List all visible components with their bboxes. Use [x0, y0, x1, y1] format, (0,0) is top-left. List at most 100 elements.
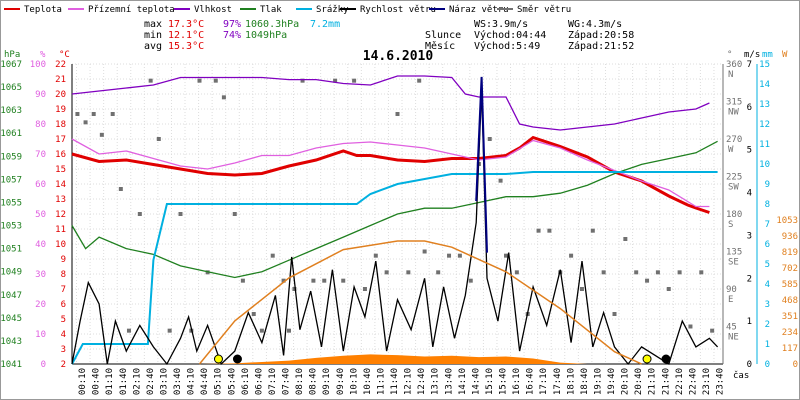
tick-pct: 30 — [35, 270, 46, 280]
tick-x: 02:10 — [132, 368, 142, 395]
tick-x: 02:40 — [146, 368, 156, 395]
wind-dir-point — [287, 328, 291, 333]
legend: Teplota Přízemní teplota Vlhkost Tlak Srážky… — [4, 5, 571, 15]
wind-dir-point — [83, 120, 88, 125]
wind-dir-point — [536, 228, 541, 233]
tick-w: 117 — [782, 344, 798, 354]
tick-w: 702 — [782, 264, 798, 274]
stats-min-label: min — [144, 30, 162, 41]
wind-dir-point — [547, 228, 552, 233]
unit-hpa: hPa — [4, 50, 20, 60]
tick-celsius: 10 — [55, 240, 66, 250]
axis-unit-headers: hPa % °C ° m/s mm W — [4, 50, 788, 60]
tick-compass: E — [728, 295, 733, 305]
tick-celsius: 14 — [55, 180, 66, 190]
wind-dir-point — [373, 253, 378, 258]
tick-celsius: 4 — [61, 330, 66, 340]
wind-dir-point — [281, 278, 286, 283]
stats-sun-label: Slunce — [425, 30, 461, 41]
wind-dir-point — [197, 78, 202, 83]
tick-x: 20:10 — [621, 368, 631, 395]
wind-dir-point — [99, 132, 104, 137]
tick-x: 05:10 — [214, 368, 224, 395]
tick-pct: 20 — [35, 300, 46, 310]
tick-ms: 4 — [747, 189, 752, 199]
tick-celsius: 11 — [55, 225, 66, 235]
legend-label-prizemni_teplota: Přízemní teplota — [88, 5, 175, 15]
series-naraz_vetru — [475, 76, 488, 253]
tick-ms: 7 — [747, 60, 752, 70]
tick-x: 11:40 — [390, 368, 400, 395]
tick-mm: 10 — [759, 160, 770, 170]
tick-x: 16:40 — [526, 368, 536, 395]
tick-ms: 2 — [747, 274, 752, 284]
tick-mm: 3 — [765, 300, 770, 310]
wind-dir-point — [699, 270, 704, 275]
tick-celsius: 22 — [55, 60, 66, 70]
tick-celsius: 20 — [55, 90, 66, 100]
series-prizemni_teplota — [71, 138, 710, 208]
tick-pct: 70 — [35, 150, 46, 160]
wind-dir-point — [110, 112, 115, 116]
tick-x: 15:10 — [485, 368, 495, 395]
tick-mm: 15 — [759, 60, 770, 70]
tick-compass: NE — [728, 333, 739, 343]
wind-dir-point — [395, 112, 400, 116]
tick-w: 468 — [782, 296, 798, 306]
wind-dir-point — [333, 78, 338, 83]
wind-dir-point — [156, 137, 161, 141]
wind-dir-point — [612, 312, 617, 316]
tick-hpa: 1049 — [0, 268, 22, 278]
tick-mm: 0 — [765, 360, 770, 370]
tick-mm: 8 — [765, 200, 770, 210]
tick-w: 234 — [782, 328, 798, 338]
tick-x: 10:10 — [349, 368, 359, 395]
tick-deg: 45 — [726, 323, 737, 333]
wind-dir-point — [457, 253, 462, 258]
series-rychlost_vetru — [71, 89, 719, 366]
tick-x: 22:10 — [675, 368, 685, 395]
wind-dir-point — [569, 253, 574, 258]
tick-x: 18:40 — [580, 368, 590, 395]
tick-deg: 270 — [726, 135, 742, 145]
tick-mm: 11 — [759, 140, 770, 150]
stats-moon-rise: Východ:5:49 — [474, 40, 540, 52]
wind-dir-point — [292, 287, 297, 291]
wind-dir-point — [655, 270, 660, 275]
tick-x: 23:40 — [716, 368, 726, 395]
tick-celsius: 18 — [55, 120, 66, 130]
tick-celsius: 5 — [61, 315, 66, 325]
tick-mm: 4 — [765, 280, 770, 290]
wind-dir-point — [240, 278, 245, 283]
wind-dir-point — [75, 112, 80, 116]
radiation-area — [199, 354, 588, 364]
tick-hpa: 1063 — [0, 106, 22, 116]
tick-x: 03:10 — [159, 368, 169, 395]
tick-x: 04:10 — [187, 368, 197, 395]
wind-dir-point — [259, 328, 264, 333]
tick-w: 351 — [782, 312, 798, 322]
tick-deg: 225 — [726, 173, 742, 183]
tick-x: 11:10 — [376, 368, 386, 395]
wind-dir-point — [232, 212, 237, 216]
tick-pct: 60 — [35, 180, 46, 190]
tick-x: 17:10 — [539, 368, 549, 395]
tick-x: 12:10 — [404, 368, 414, 395]
tick-ms: 5 — [747, 146, 752, 156]
wind-dir-point — [137, 212, 142, 216]
unit-ms: m/s — [744, 50, 760, 60]
tick-x: 22:40 — [688, 368, 698, 395]
tick-w: 936 — [782, 232, 798, 242]
tick-compass: SW — [728, 183, 739, 193]
tick-x: 05:40 — [227, 368, 237, 395]
tick-celsius: 19 — [55, 105, 66, 115]
tick-compass: N — [728, 70, 733, 80]
wind-dir-point — [406, 270, 411, 275]
legend-label-tlak: Tlak — [260, 5, 282, 15]
tick-pct: 50 — [35, 210, 46, 220]
marker-moonset — [661, 354, 671, 364]
stats-max-label: max — [144, 19, 162, 30]
wind-dir-point — [468, 278, 473, 283]
wind-dir-point — [498, 178, 503, 183]
tick-x: 17:40 — [553, 368, 563, 395]
